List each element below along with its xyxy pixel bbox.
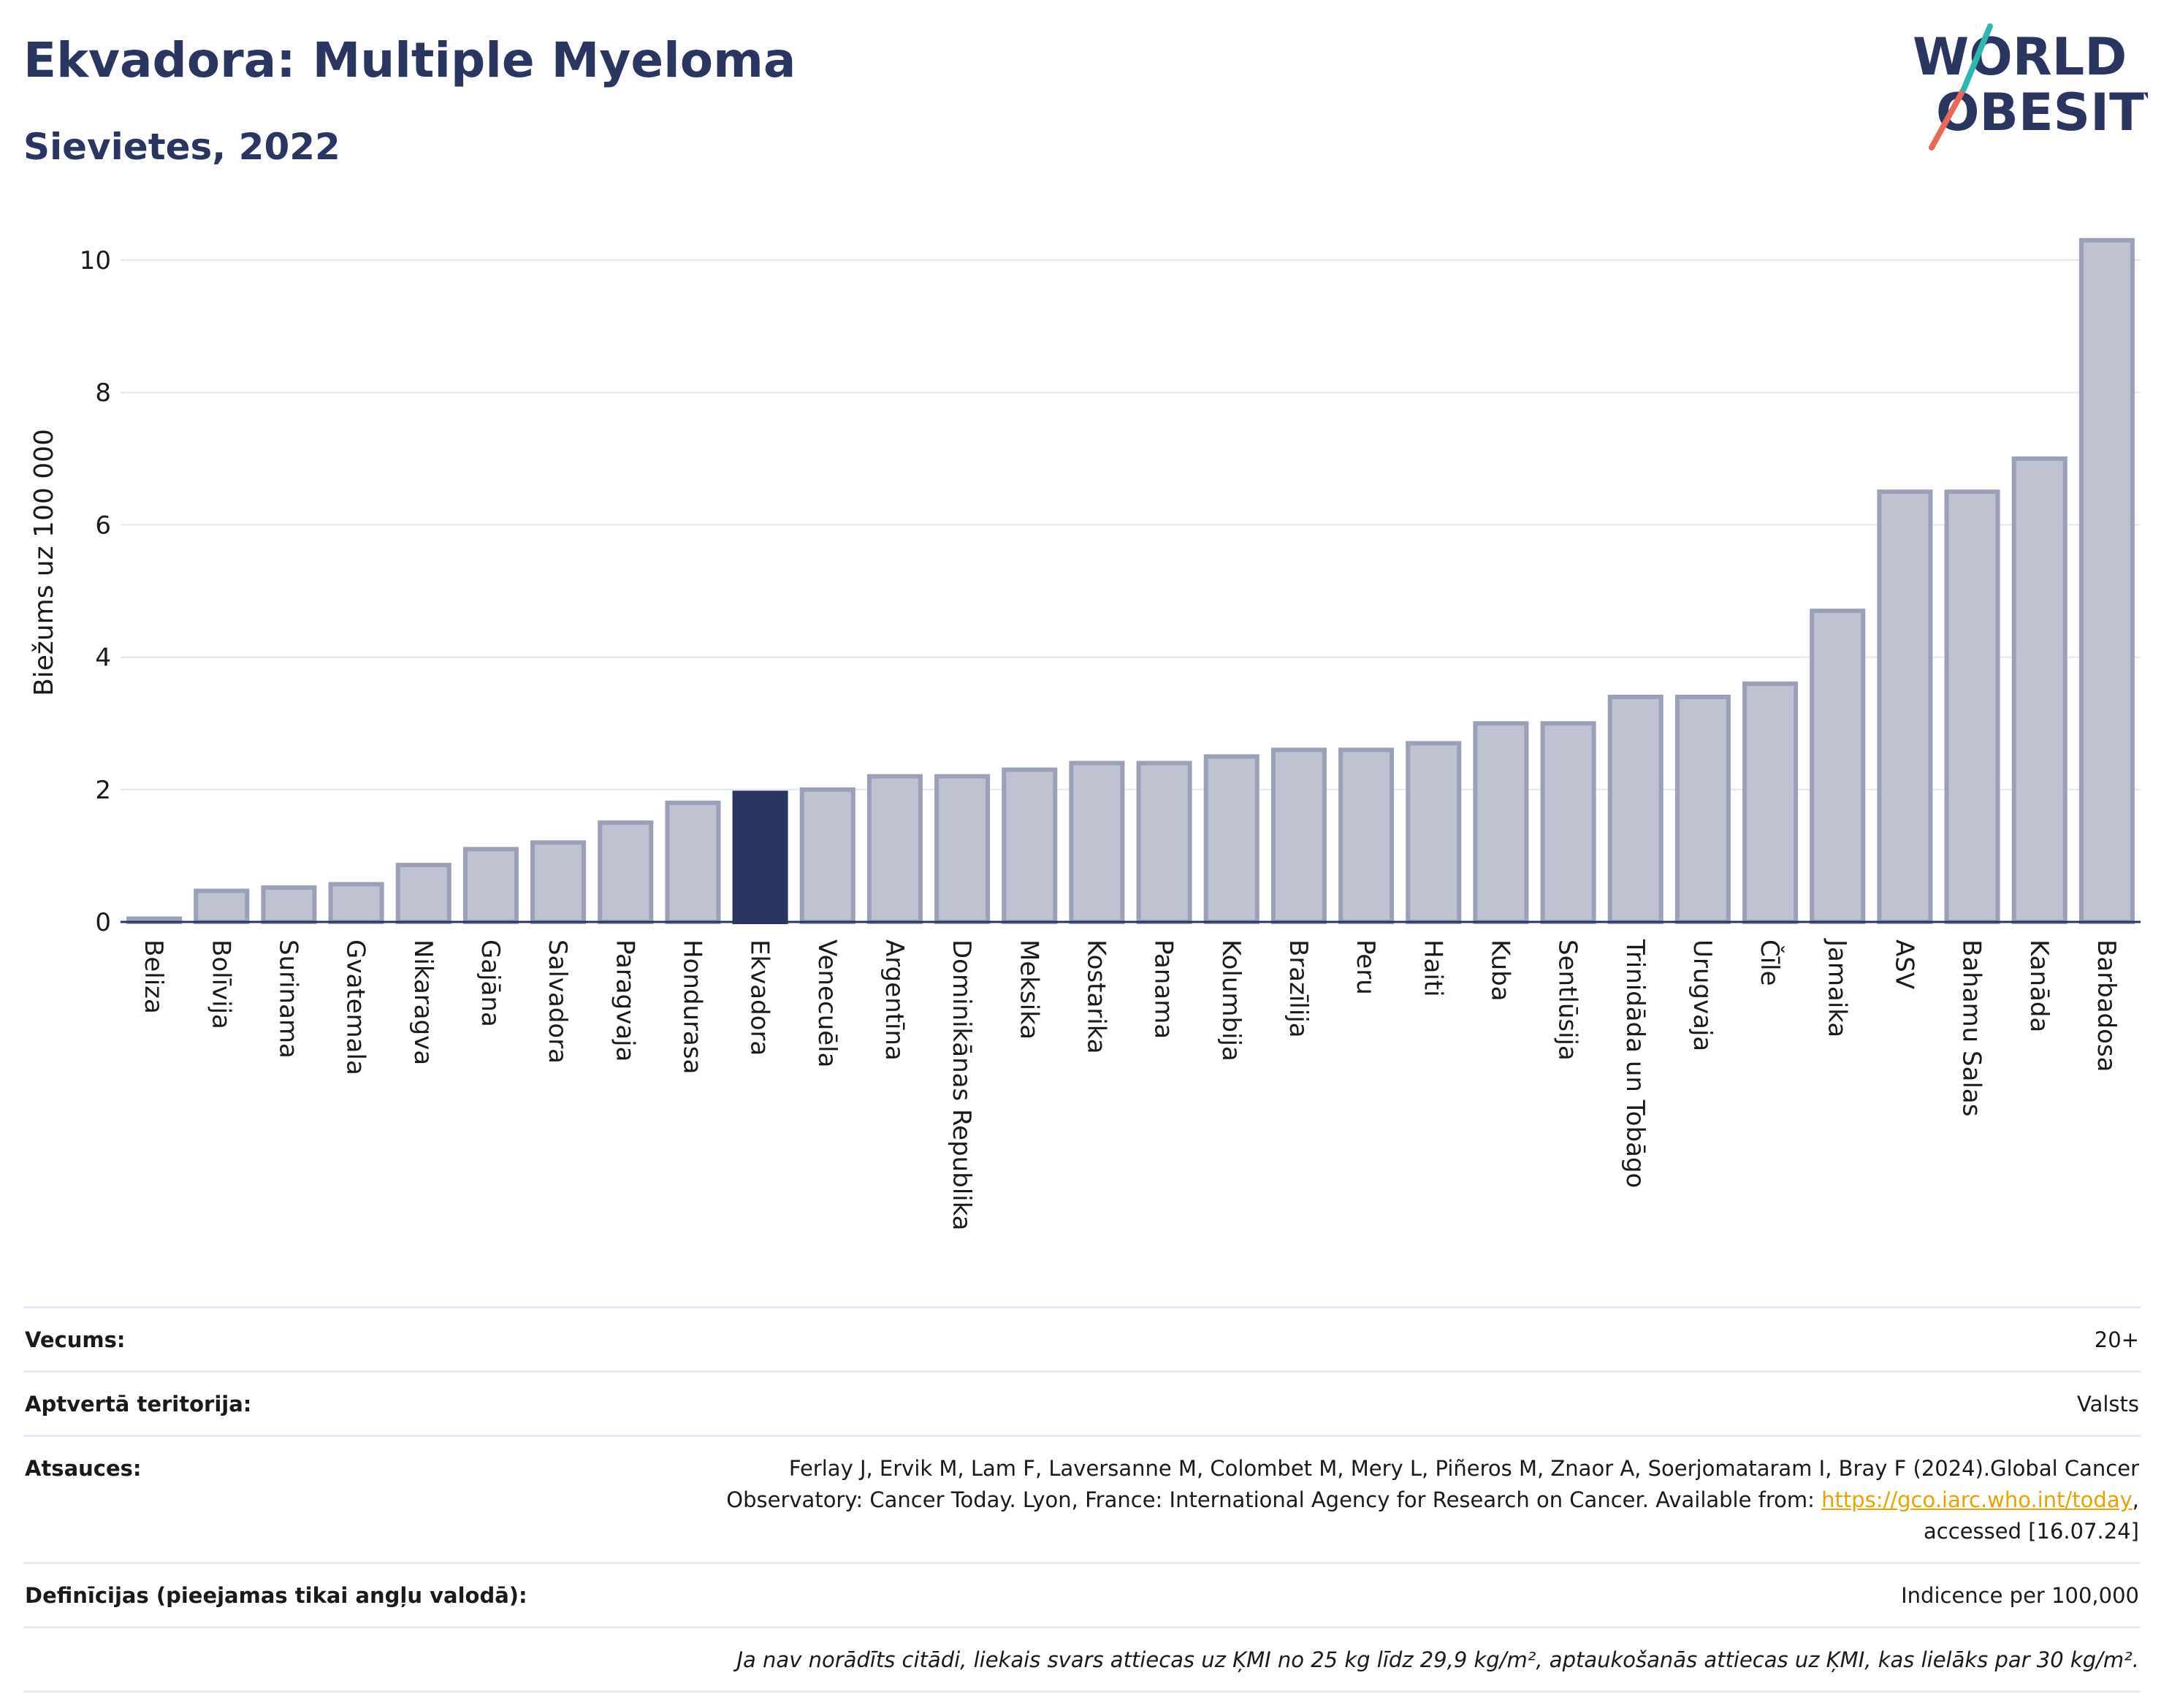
logo-line-1: WORLD — [1913, 27, 2127, 87]
bar-argentīna — [866, 774, 923, 925]
bar-urugvaja — [1674, 694, 1731, 925]
bar-dominikānas-republika — [934, 774, 991, 925]
bar-salvadora — [530, 840, 587, 925]
x-tick-label: Bahamu Salas — [1957, 939, 1986, 1116]
world-obesity-logo: WORLD OBESITY — [1913, 23, 2148, 150]
x-tick-label: Ekvadora — [745, 939, 774, 1056]
x-tick-label: ASV — [1889, 939, 1918, 989]
bar-nikaragva — [395, 863, 451, 924]
y-tick-label: 8 — [95, 378, 111, 408]
meta-row-definitions: Definīcijas (pieejamas tikai angļu valod… — [23, 1562, 2141, 1628]
references-text-1: Ferlay J, Ervik M, Lam F, Laversanne M, … — [788, 1456, 2139, 1481]
bar-barbadosa — [2078, 237, 2135, 924]
x-tick-label: Argentīna — [880, 939, 909, 1061]
bar-čīle — [1742, 681, 1799, 925]
bar-ekvadora — [732, 790, 788, 924]
x-tick-label: Haiti — [1418, 939, 1447, 997]
y-tick-labels: 0 2 4 6 8 10 — [80, 246, 111, 937]
y-tick-label: 10 — [80, 246, 111, 275]
y-tick-label: 4 — [95, 644, 111, 673]
x-tick-label: Barbadosa — [2092, 939, 2121, 1072]
x-tick-label: Čīle — [1755, 939, 1785, 986]
x-tick-labels: Beliza Bolīvija Surinama Gvatemala Nikaragva… — [139, 938, 2121, 1231]
bar-gvatemala — [328, 882, 384, 925]
age-value: 20+ — [684, 1306, 2141, 1372]
x-tick-label: Bolīvija — [206, 939, 235, 1029]
meta-row-territory: Aptvertā teritorija: Valsts — [23, 1370, 2141, 1436]
bar-panama — [1136, 760, 1192, 925]
definitions-label: Definīcijas (pieejamas tikai angļu valod… — [23, 1562, 684, 1628]
x-tick-label: Surinama — [273, 939, 302, 1059]
bar-haiti — [1406, 741, 1462, 924]
x-tick-label: Dominikānas Republika — [947, 939, 976, 1231]
bar-peru — [1338, 747, 1395, 924]
bar-surinama — [261, 885, 317, 924]
x-tick-label: Sentlūsija — [1553, 939, 1582, 1061]
x-tick-label: Gajāna — [476, 939, 505, 1027]
bar-jamaika — [1810, 609, 1866, 924]
x-tick-label: Venecuēla — [812, 939, 842, 1067]
references-text-4: accessed [16.07.24] — [1924, 1519, 2139, 1544]
x-tick-label: Hondurasa — [677, 939, 706, 1074]
x-tick-label: Nikaragva — [408, 939, 438, 1065]
meta-row-note: Ja nav norādīts citādi, liekais svars at… — [23, 1626, 2141, 1693]
x-tick-label: Meksika — [1014, 939, 1043, 1040]
x-tick-label: Paragvaja — [610, 939, 639, 1061]
x-tick-label: Beliza — [139, 939, 168, 1014]
y-tick-label: 6 — [95, 511, 111, 540]
bar-meksika — [1002, 767, 1058, 924]
footnote: Ja nav norādīts citādi, liekais svars at… — [23, 1626, 2141, 1693]
logo-line-2: OBESITY — [1936, 83, 2148, 142]
x-tick-label: Kuba — [1485, 939, 1514, 1002]
y-axis-title: Biežums uz 100 000 — [29, 429, 59, 696]
references-value: Ferlay J, Ervik M, Lam F, Laversanne M, … — [684, 1435, 2141, 1563]
bar-asv — [1877, 489, 1933, 924]
bar-bahamu-salas — [1944, 489, 2000, 924]
bar-paragvaja — [598, 820, 654, 924]
y-tick-label: 0 — [95, 908, 111, 937]
meta-row-age: Vecums: 20+ — [23, 1306, 2141, 1372]
bar-kolumbija — [1203, 754, 1259, 924]
references-link[interactable]: https://gco.iarc.who.int/today — [1821, 1487, 2133, 1512]
bar-chart: 0 2 4 6 8 10 Beliza Bolīvija Surinama Gvatemala N… — [29, 237, 2141, 1231]
x-tick-label: Urugvaja — [1688, 939, 1717, 1051]
page-title: Ekvadora: Multiple Myeloma — [23, 32, 796, 88]
x-tick-label: Kanāda — [2024, 939, 2054, 1032]
references-text-2: Observatory: Cancer Today. Lyon, France:… — [726, 1487, 1822, 1512]
bar-gajāna — [462, 847, 519, 924]
definitions-value: Indicence per 100,000 — [684, 1562, 2141, 1628]
territory-value: Valsts — [684, 1370, 2141, 1436]
bar-venecuēla — [799, 787, 855, 925]
page-subtitle: Sievietes, 2022 — [23, 126, 340, 168]
bar-sentlūsija — [1540, 721, 1596, 924]
x-tick-label: Panama — [1149, 939, 1178, 1039]
bar-bolīvija — [194, 888, 250, 924]
bar-kanāda — [2011, 456, 2067, 924]
bar-kostarika — [1069, 760, 1125, 925]
bar-trinidāda-un-tobāgo — [1607, 694, 1663, 925]
gridlines — [121, 259, 2141, 790]
x-tick-label: Peru — [1351, 939, 1380, 995]
territory-label: Aptvertā teritorija: — [23, 1370, 684, 1436]
x-tick-label: Trinidāda un Tobāgo — [1620, 939, 1650, 1188]
x-tick-label: Gvatemala — [341, 939, 370, 1075]
bar-brazīlija — [1270, 747, 1327, 924]
meta-row-references: Atsauces: Ferlay J, Ervik M, Lam F, Lave… — [23, 1435, 2141, 1563]
x-tick-label: Salvadora — [543, 939, 572, 1064]
bars — [126, 237, 2135, 925]
age-label: Vecums: — [23, 1306, 684, 1372]
x-tick-label: Brazīlija — [1284, 939, 1313, 1038]
bar-hondurasa — [665, 800, 721, 925]
y-tick-label: 2 — [95, 776, 111, 805]
references-text-3: , — [2132, 1487, 2139, 1512]
bar-kuba — [1473, 721, 1529, 924]
metadata-table: Vecums: 20+ Aptvertā teritorija: Valsts … — [23, 1306, 2141, 1693]
x-tick-label: Kostarika — [1081, 939, 1110, 1054]
x-tick-label: Jamaika — [1822, 938, 1851, 1037]
x-tick-label: Kolumbija — [1216, 939, 1246, 1061]
references-label: Atsauces: — [23, 1435, 684, 1563]
